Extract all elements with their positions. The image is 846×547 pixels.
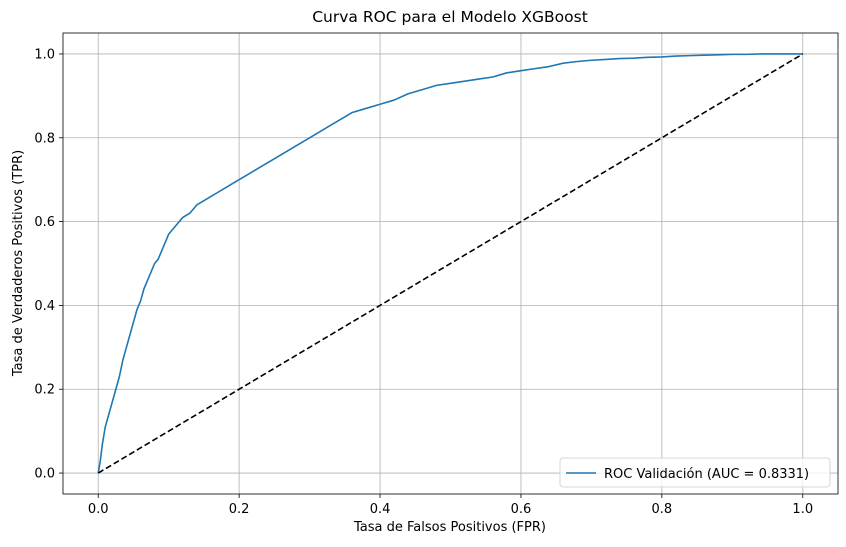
grid xyxy=(63,33,838,494)
y-axis-ticks: 0.0 0.2 0.4 0.6 0.8 1.0 xyxy=(34,47,63,482)
y-tick-label: 0.4 xyxy=(34,299,55,314)
y-tick-label: 0.0 xyxy=(34,467,55,482)
series-layer xyxy=(97,53,804,474)
y-tick-label: 1.0 xyxy=(34,47,55,62)
x-tick-label: 0.4 xyxy=(370,502,391,517)
x-tick-label: 0.0 xyxy=(88,502,109,517)
chart-title: Curva ROC para el Modelo XGBoost xyxy=(312,8,588,26)
y-axis-label: Tasa de Verdaderos Positivos (TPR) xyxy=(11,150,26,377)
x-tick-label: 1.0 xyxy=(792,502,813,517)
y-tick-label: 0.6 xyxy=(34,215,55,230)
y-tick-label: 0.8 xyxy=(34,131,55,146)
x-axis-ticks: 0.0 0.2 0.4 0.6 0.8 1.0 xyxy=(88,494,813,517)
legend-box xyxy=(559,457,831,488)
roc-curve-line xyxy=(97,53,803,474)
legend-label-roc: ROC Validación (AUC = 0.8331) xyxy=(604,467,809,482)
legend: ROC Validación (AUC = 0.8331) xyxy=(559,457,831,488)
plot-area-frame xyxy=(62,32,839,495)
y-tick-label: 0.2 xyxy=(34,383,55,398)
x-tick-label: 0.8 xyxy=(652,502,673,517)
x-tick-label: 0.6 xyxy=(511,502,532,517)
x-axis-label: Tasa de Falsos Positivos (FPR) xyxy=(353,520,546,535)
chance-diagonal-line xyxy=(97,53,804,474)
x-tick-label: 0.2 xyxy=(229,502,250,517)
